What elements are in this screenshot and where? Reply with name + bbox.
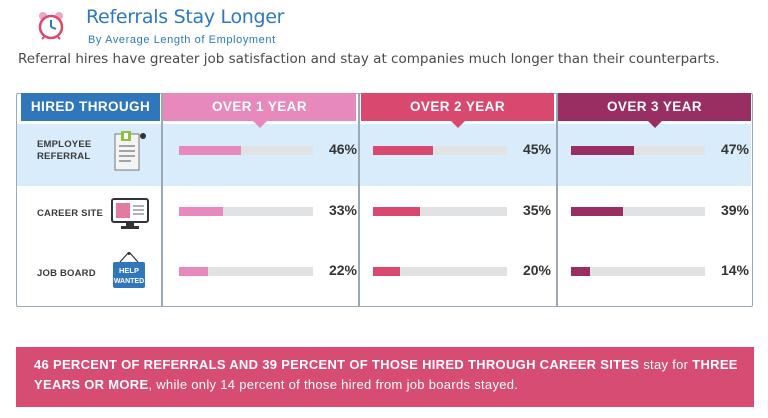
alarm-clock-icon <box>38 12 64 40</box>
bar-fill-job-board-1y <box>179 267 208 276</box>
percent-label-job-board-1y: 22% <box>328 262 357 278</box>
document-icon <box>114 131 146 171</box>
bar-fill-career-site-3y <box>571 207 623 216</box>
svg-text:WANTED: WANTED <box>114 278 144 285</box>
banner-highlight-2: THREE YEARS OR MORE <box>34 357 738 392</box>
retention-table: HIRED THROUGH OVER 1 YEAR OVER 2 YEAR OV… <box>16 93 753 307</box>
bar-track-job-board-2y <box>373 267 507 276</box>
row-label-employee-referral: EMPLOYEE REFERRAL <box>37 139 92 162</box>
percent-label-job-board-3y: 14% <box>720 262 749 278</box>
column-divider <box>358 94 360 306</box>
percent-label-career-site-3y: 39% <box>720 202 749 218</box>
bar-track-job-board-3y <box>571 267 705 276</box>
bar-fill-job-board-3y <box>571 267 590 276</box>
page-subtitle: By Average Length of Employment <box>88 34 276 46</box>
banner-highlight-1: 46 PERCENT OF REFERRALS AND 39 PERCENT O… <box>34 357 640 372</box>
bar-track-career-site-3y <box>571 207 705 216</box>
bar-track-employee-referral-3y <box>571 146 705 155</box>
percent-label-employee-referral-2y: 45% <box>522 141 551 157</box>
page-description: Referral hires have greater job satisfac… <box>18 51 720 67</box>
column-header-over-1-year: OVER 1 YEAR <box>163 93 356 128</box>
bar-fill-employee-referral-3y <box>571 146 634 155</box>
column-header-over-3-year: OVER 3 YEAR <box>558 93 751 128</box>
page-title: Referrals Stay Longer <box>86 6 285 28</box>
svg-text:HELP: HELP <box>119 266 139 275</box>
bar-track-career-site-2y <box>373 207 507 216</box>
column-divider <box>161 94 163 306</box>
percent-label-employee-referral-1y: 46% <box>328 141 357 157</box>
bar-fill-employee-referral-1y <box>179 146 241 155</box>
column-divider <box>556 94 558 306</box>
column-header-over-2-year: OVER 2 YEAR <box>361 93 554 128</box>
percent-label-job-board-2y: 20% <box>522 262 551 278</box>
bar-fill-career-site-1y <box>179 207 223 216</box>
percent-label-career-site-1y: 33% <box>328 202 357 218</box>
banner-text-1: stay for <box>639 357 693 372</box>
bar-track-employee-referral-2y <box>373 146 507 155</box>
bar-fill-employee-referral-2y <box>373 146 433 155</box>
bar-track-job-board-1y <box>179 267 313 276</box>
summary-banner: 46 PERCENT OF REFERRALS AND 39 PERCENT O… <box>16 347 754 407</box>
help-wanted-sign-icon: HELP WANTED <box>113 252 145 288</box>
banner-text-2: , while only 14 percent of those hired f… <box>148 377 519 392</box>
bar-track-employee-referral-1y <box>179 146 313 155</box>
bar-track-career-site-1y <box>179 207 313 216</box>
column-header-hired-through: HIRED THROUGH <box>21 93 160 121</box>
bar-fill-job-board-2y <box>373 267 400 276</box>
row-label-job-board: JOB BOARD <box>37 268 96 279</box>
row-label-career-site: CAREER SITE <box>37 208 104 219</box>
bar-fill-career-site-2y <box>373 207 420 216</box>
percent-label-career-site-2y: 35% <box>522 202 551 218</box>
monitor-icon <box>111 198 149 229</box>
percent-label-employee-referral-3y: 47% <box>720 141 749 157</box>
